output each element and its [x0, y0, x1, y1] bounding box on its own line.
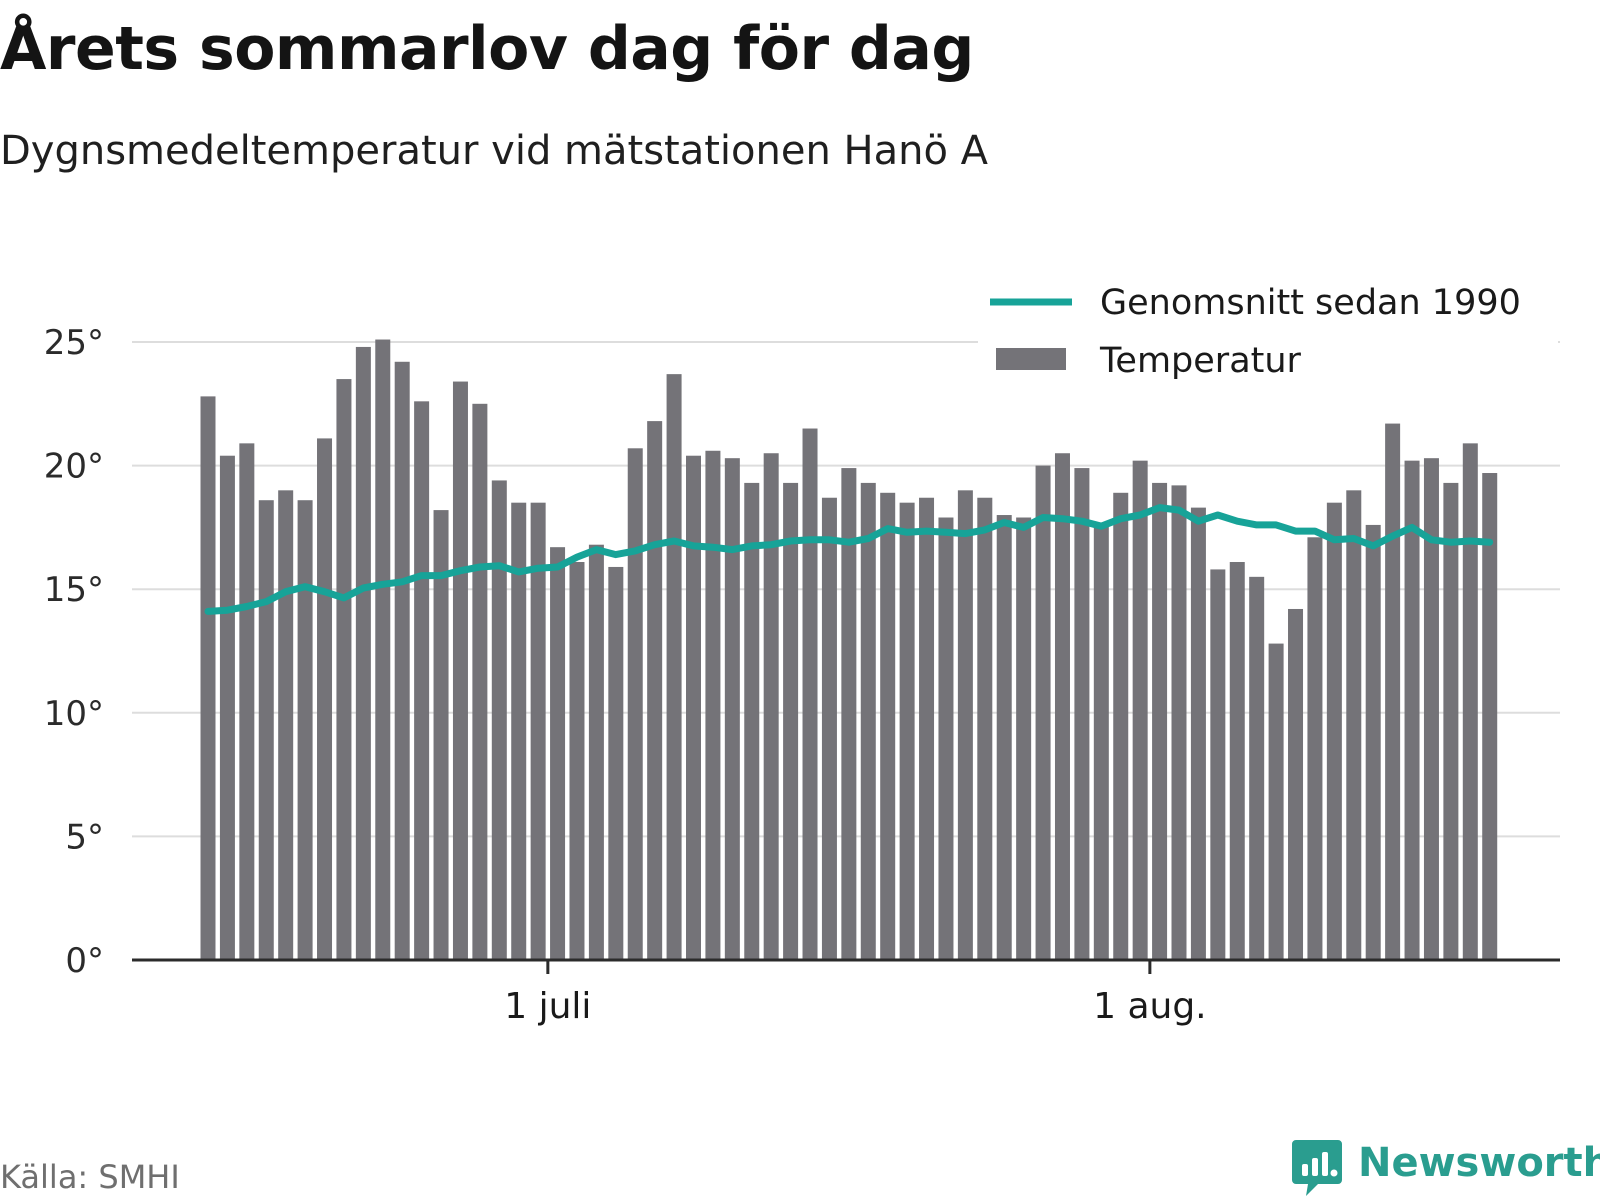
temperature-bar: [841, 468, 857, 960]
temperature-bar: [491, 480, 507, 960]
temperature-bar: [569, 562, 585, 960]
chart-title: Årets sommarlov dag för dag: [0, 14, 974, 84]
temperature-bar: [1385, 423, 1401, 960]
y-tick-label: 0°: [65, 941, 104, 981]
temperature-bar: [763, 453, 779, 960]
newsworthy-logo-icon: [1292, 1140, 1342, 1196]
legend-bar-swatch: [996, 348, 1066, 370]
temperature-bar: [938, 517, 954, 960]
temperature-bar: [1229, 562, 1245, 960]
temperature-bar: [1288, 608, 1304, 960]
temperature-bar: [1404, 460, 1420, 960]
average-temperature-line: [204, 504, 1494, 615]
temperature-bar: [258, 500, 274, 960]
temperature-bars: [200, 339, 1498, 961]
temperature-bar: [472, 403, 488, 960]
temperature-bar: [588, 544, 604, 960]
temperature-bar: [996, 515, 1012, 960]
newsworthy-logo-text: Newsworthy: [1358, 1140, 1600, 1186]
temperature-bar: [919, 497, 935, 960]
temperature-bar: [433, 510, 449, 960]
temperature-bar: [608, 566, 624, 960]
y-tick-label: 20°: [44, 447, 104, 487]
temperature-bar: [1210, 569, 1226, 960]
temperature-bar: [1443, 482, 1459, 960]
temperature-bar: [821, 497, 837, 960]
temperature-bar: [1462, 443, 1478, 960]
temperature-bar: [705, 450, 721, 960]
temperature-bar: [239, 443, 255, 960]
temperature-bar: [1132, 460, 1148, 960]
temperature-bar: [802, 428, 818, 960]
y-tick-label: 10°: [44, 694, 104, 734]
temperature-bar: [1074, 468, 1090, 960]
temperature-bar: [686, 455, 701, 960]
y-tick-label: 5°: [65, 817, 104, 857]
temperature-bar: [1346, 490, 1362, 960]
y-tick-label: 25°: [44, 323, 104, 363]
temperature-bar: [1054, 453, 1070, 960]
temperature-bar: [647, 421, 663, 960]
temperature-bar: [219, 455, 235, 960]
chart-subtitle: Dygnsmedeltemperatur vid mätstationen Ha…: [0, 128, 989, 174]
temperature-chart: 0° 5° 10° 15° 20° 25° 1 juli 1 aug. Genomsnitt…: [43, 274, 1560, 1027]
temperature-bar: [744, 482, 760, 960]
temperature-bar: [957, 490, 973, 960]
temperature-bar: [550, 547, 566, 960]
temperature-bar: [1093, 522, 1109, 960]
temperature-bar: [452, 381, 468, 960]
temperature-bar: [530, 502, 546, 960]
temperature-bar: [1171, 485, 1187, 960]
temperature-bar: [394, 361, 410, 960]
x-tick-label: 1 juli: [504, 986, 591, 1027]
temperature-bar: [414, 401, 430, 960]
temperature-bar: [724, 458, 740, 960]
temperature-bar: [1423, 458, 1439, 960]
temperature-bar: [1152, 482, 1168, 960]
x-axis-labels: 1 juli 1 aug.: [504, 960, 1207, 1027]
temperature-bar: [977, 497, 993, 960]
y-axis-labels: 0° 5° 10° 15° 20° 25°: [44, 323, 104, 981]
newsworthy-logo[interactable]: Newsworthy: [1292, 1140, 1600, 1200]
temperature-bar: [1326, 502, 1342, 960]
temperature-bar: [783, 482, 799, 960]
legend-line-label: Genomsnitt sedan 1990: [1100, 283, 1521, 323]
temperature-bar: [336, 379, 352, 961]
temperature-bar: [1016, 517, 1032, 960]
x-tick-label: 1 aug.: [1093, 986, 1207, 1027]
temperature-bar: [1113, 492, 1129, 960]
temperature-bar: [880, 492, 896, 960]
legend-background: [978, 274, 1558, 384]
temperature-bar: [860, 482, 876, 960]
temperature-bar: [1035, 465, 1051, 960]
temperature-bar: [297, 500, 313, 960]
temperature-bar: [278, 490, 294, 960]
temperature-bar: [1249, 576, 1265, 960]
temperature-bar: [666, 374, 682, 960]
temperature-bar: [627, 448, 643, 960]
legend: Genomsnitt sedan 1990 Temperatur: [978, 274, 1558, 384]
temperature-bar: [200, 396, 216, 960]
temperature-bar: [1307, 537, 1323, 960]
temperature-bar: [355, 346, 371, 961]
temperature-bar: [317, 438, 333, 961]
temperature-bar: [899, 502, 915, 960]
temperature-bar: [375, 339, 391, 960]
temperature-bar: [511, 502, 527, 960]
temperature-bar: [1268, 643, 1284, 960]
y-tick-label: 15°: [44, 570, 104, 610]
temperature-bar: [1190, 507, 1206, 960]
legend-bar-label: Temperatur: [1099, 341, 1302, 381]
source-note: Källa: SMHI: [0, 1158, 180, 1196]
temperature-bar: [1365, 524, 1381, 960]
temperature-bar: [1482, 473, 1498, 960]
